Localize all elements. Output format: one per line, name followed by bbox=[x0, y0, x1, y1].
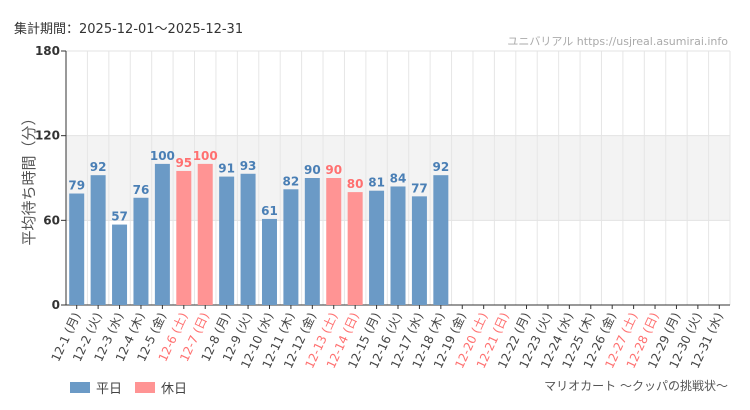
bar-value-label: 91 bbox=[218, 162, 235, 176]
y-tick-label: 180 bbox=[35, 44, 60, 58]
bar-value-label: 100 bbox=[150, 149, 175, 163]
bar bbox=[90, 175, 106, 305]
bar-value-label: 79 bbox=[68, 179, 85, 193]
legend-swatch-weekday bbox=[70, 382, 90, 393]
bar bbox=[261, 218, 277, 305]
period-label: 集計期間：2025-12-01～2025-12-31 bbox=[14, 22, 244, 37]
bar bbox=[219, 176, 235, 305]
bar bbox=[197, 163, 213, 305]
legend-label-holiday: 休日 bbox=[161, 382, 188, 397]
bar bbox=[69, 193, 85, 305]
bar-value-label: 100 bbox=[193, 149, 218, 163]
bar-value-label: 92 bbox=[432, 160, 449, 174]
bar-value-label: 92 bbox=[90, 160, 107, 174]
legend-label-weekday: 平日 bbox=[96, 382, 123, 397]
bar bbox=[326, 178, 342, 305]
bar bbox=[433, 175, 449, 305]
bar bbox=[283, 189, 299, 305]
legend-weekday: 平日 bbox=[70, 378, 122, 397]
bar bbox=[240, 173, 256, 305]
bar bbox=[304, 178, 320, 305]
attraction-name: マリオカート ～クッパの挑戦状～ bbox=[544, 379, 728, 393]
legend-holiday: 休日 bbox=[135, 378, 187, 397]
bar bbox=[347, 192, 363, 305]
bar bbox=[112, 224, 128, 305]
bar-value-label: 82 bbox=[283, 174, 300, 188]
y-axis-label: 平均待ち時間（分） bbox=[20, 110, 38, 245]
bar bbox=[411, 196, 427, 305]
bar-value-label: 80 bbox=[347, 177, 364, 191]
bar bbox=[390, 186, 406, 305]
bar bbox=[133, 197, 149, 305]
y-tick-label: 120 bbox=[35, 129, 60, 143]
bar bbox=[176, 170, 192, 305]
legend-swatch-holiday bbox=[135, 382, 155, 393]
bar-value-label: 95 bbox=[175, 156, 192, 170]
bar-value-label: 90 bbox=[304, 163, 321, 177]
bar bbox=[369, 190, 385, 305]
bar bbox=[154, 163, 170, 305]
y-tick-label: 0 bbox=[52, 298, 60, 312]
bar-value-label: 81 bbox=[368, 176, 385, 190]
bar-value-label: 84 bbox=[390, 171, 407, 185]
credit-label: ユニバリアル https://usjreal.asumirai.info bbox=[507, 35, 728, 48]
bar-value-label: 90 bbox=[325, 163, 342, 177]
y-tick-label: 60 bbox=[43, 213, 60, 227]
bar-value-label: 77 bbox=[411, 181, 428, 195]
bar-value-label: 93 bbox=[240, 159, 257, 173]
bar-value-label: 76 bbox=[133, 183, 150, 197]
bar-value-label: 61 bbox=[261, 204, 278, 218]
bar-value-label: 57 bbox=[111, 210, 128, 224]
